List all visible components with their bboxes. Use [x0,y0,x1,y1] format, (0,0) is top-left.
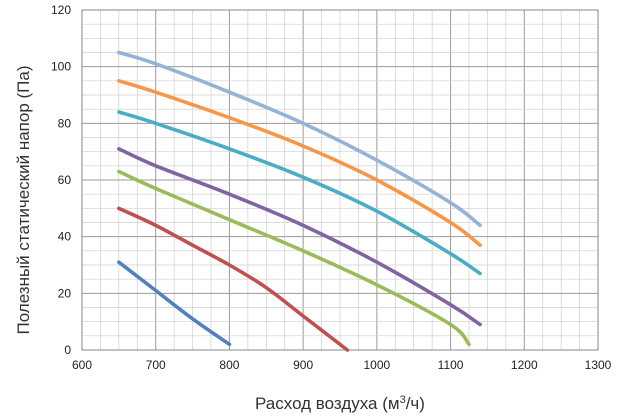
y-tick-label: 20 [58,286,72,300]
y-tick-label: 100 [51,60,71,74]
y-tick-labels: 0 20 40 60 80 100 120 [51,3,71,357]
x-tick-label: 1100 [438,358,464,372]
y-tick-label: 80 [58,116,72,130]
x-tick-label: 1000 [364,358,391,372]
series-line-3 [117,169,471,347]
y-tick-label: 40 [58,230,72,244]
x-axis-label-main: Расход воздуха (м [255,394,400,413]
series-line-6 [117,79,482,247]
x-axis-label-superscript: 3 [400,394,406,406]
y-axis-label: Полезный статический напор (Па) [14,65,33,334]
y-tick-label: 0 [64,343,71,357]
y-tick-label: 120 [51,3,71,17]
series-line-2 [117,206,350,352]
x-tick-label: 700 [146,358,166,372]
series-layer [117,50,482,352]
x-tick-label: 1200 [511,358,538,372]
x-axis-label: Расход воздуха (м3/ч) [255,394,425,413]
y-tick-label: 60 [58,173,72,187]
series-line-7 [117,50,482,228]
x-tick-labels: 600 700 800 900 1000 1100 1200 1300 [72,358,612,372]
x-axis-label-tail: /ч) [406,394,425,413]
plot-frame [81,9,599,351]
series-line-5 [117,110,482,276]
series-line-4 [117,147,482,327]
series-line-1 [117,260,232,347]
x-tick-label: 1300 [585,358,612,372]
grid [81,9,599,351]
x-tick-label: 800 [219,358,239,372]
x-tick-label: 900 [293,358,313,372]
x-tick-label: 600 [72,358,92,372]
